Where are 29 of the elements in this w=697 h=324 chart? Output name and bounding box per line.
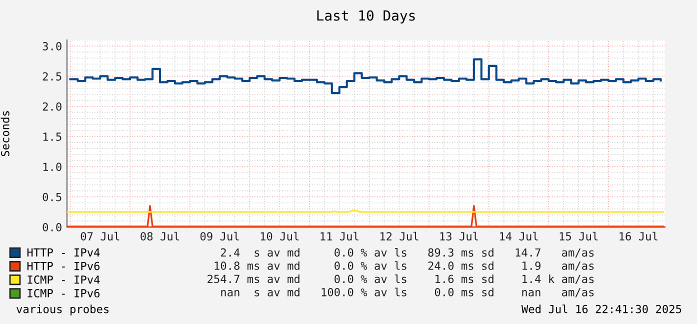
y-tick-label: 2.5 [42,72,62,81]
legend-label: ICMP - IPv4 [28,275,100,284]
text: 254.7 ms av md 0.0 % av ls 1.6 ms sd 1.4 k am/as [208,274,594,284]
text: Wed Jul 16 22:41:30 2025 [521,304,682,314]
x-tick-label: 15 Jul [560,232,598,241]
x-tick-label: 14 Jul [500,232,538,241]
x-tick-label: 08 Jul [140,232,179,241]
y-tick-label: 0.5 [42,192,62,202]
y-tick-label: 0.0 [42,223,62,232]
y-tick-label: 2.0 [42,102,62,111]
text: nan s av md 100.0 % av ls 0.0 ms sd nan am/as [221,288,594,298]
x-tick-label: 11 Jul [320,232,358,241]
x-tick-label: 12 Jul [380,232,418,241]
y-tick-label: 1.5 [43,132,62,141]
legend-label: HTTP - IPv4 [27,248,100,256]
text: 10.8 ms av md 0.0 % av ls 24.0 ms sd 1.9 am/as [214,261,594,271]
x-tick-label: 07 Jul [80,232,120,241]
legend-label: HTTP - IPv6 [27,262,100,270]
text: 2.4 s av md 0.0 % av ls 89.3 ms sd 14.7 am/as [220,248,594,258]
x-tick-label: 10 Jul [260,232,299,241]
text: various probes [16,304,109,316]
y-tick-label: 1.0 [43,162,62,172]
legend-label: ICMP - IPv6 [28,289,100,298]
x-tick-label: 13 Jul [440,232,478,241]
chart-title: Last 10 Days [317,10,415,24]
y-axis-title: Seconds [0,111,10,156]
x-tick-label: 09 Jul [200,232,239,241]
x-tick-label: 16 Jul [620,232,658,241]
y-tick-label: 3.0 [42,42,62,50]
